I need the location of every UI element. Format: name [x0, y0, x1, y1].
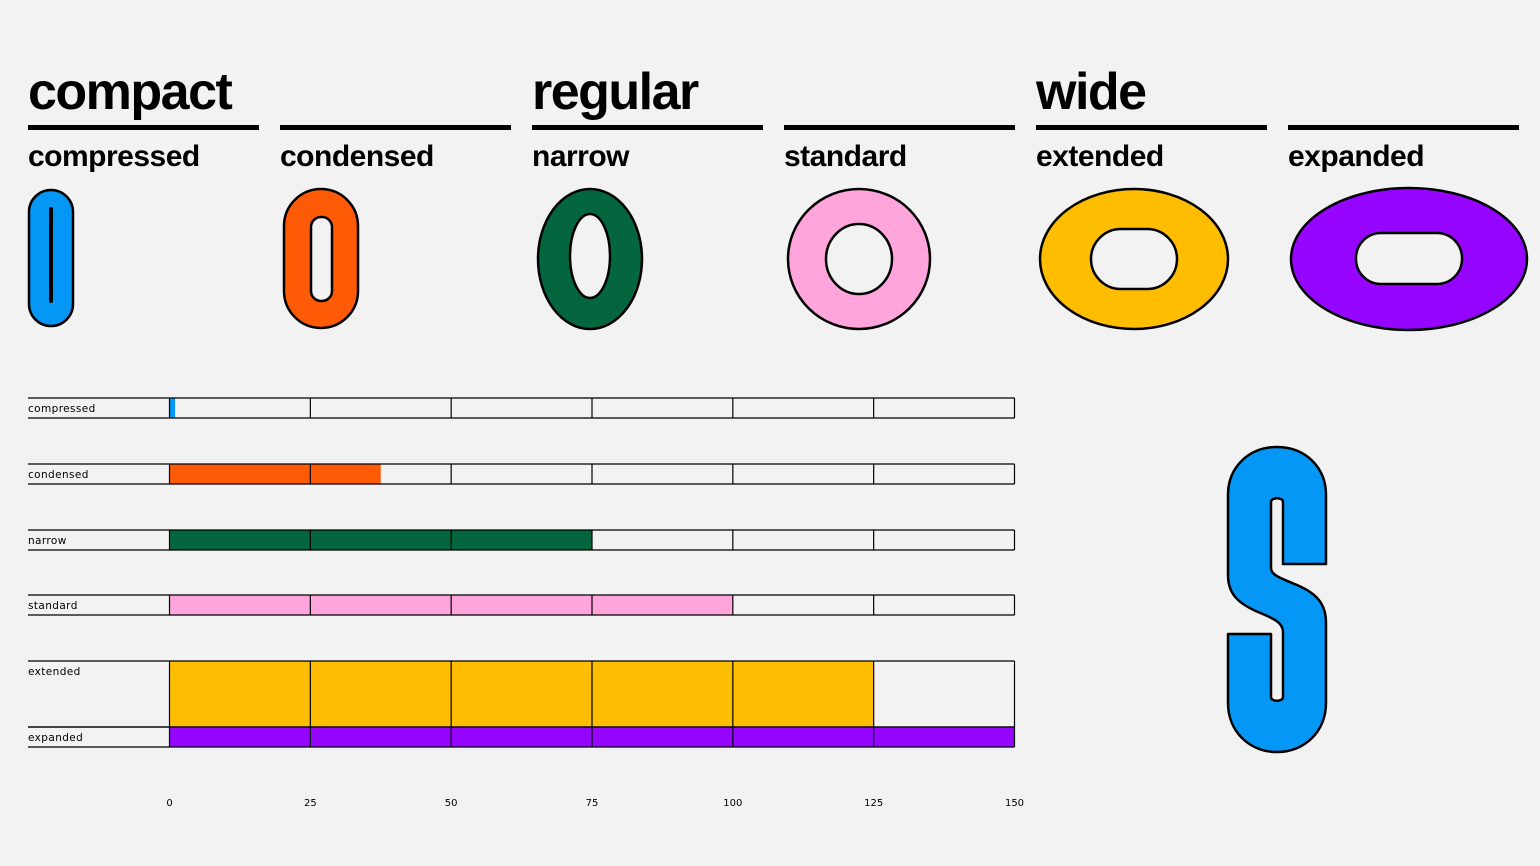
tick-label-0: 0 — [166, 798, 172, 809]
row-label-expanded: expanded — [28, 732, 83, 744]
row-label-compressed: compressed — [28, 403, 96, 415]
tick-label-150: 150 — [1005, 798, 1024, 809]
width-name-condensed: condensed — [280, 140, 434, 173]
o-glyph-compressed-icon — [27, 188, 75, 328]
bar-compressed — [169, 398, 176, 418]
group-title-wide: wide — [1036, 63, 1147, 121]
row-label-condensed: condensed — [28, 469, 89, 481]
width-name-extended: extended — [1036, 140, 1164, 173]
o-glyph-row — [27, 186, 1529, 332]
bar-extended — [169, 661, 874, 727]
row-label-narrow: narrow — [28, 535, 67, 547]
o-glyph-condensed-icon — [282, 187, 360, 330]
width-name-narrow: narrow — [532, 140, 630, 173]
row-label-standard: standard — [28, 600, 78, 612]
o-glyph-expanded-icon — [1289, 186, 1529, 332]
rule-narrow — [532, 125, 763, 130]
tick-label-50: 50 — [445, 798, 458, 809]
rule-standard — [784, 125, 1015, 130]
bar-narrow — [169, 530, 592, 550]
tick-label-125: 125 — [864, 798, 883, 809]
rule-compressed — [28, 125, 259, 130]
o-glyph-extended-icon — [1038, 187, 1230, 331]
o-glyph-standard-icon — [786, 187, 932, 331]
rule-expanded — [1288, 125, 1519, 130]
tick-label-100: 100 — [723, 798, 742, 809]
width-name-expanded: expanded — [1288, 140, 1425, 173]
row-label-extended: extended — [28, 666, 81, 678]
bar-condensed — [169, 464, 381, 484]
width-bar-chart: compressed condensed narrow standard extende… — [28, 397, 1024, 809]
width-name-compressed: compressed — [28, 140, 200, 173]
rule-condensed — [280, 125, 511, 130]
group-title-regular: regular — [532, 63, 699, 121]
width-name-standard: standard — [784, 140, 907, 173]
group-title-compact: compact — [28, 63, 233, 121]
o-glyph-narrow-icon — [536, 187, 644, 331]
rule-extended — [1036, 125, 1267, 130]
tick-label-75: 75 — [586, 798, 599, 809]
tick-label-25: 25 — [304, 798, 317, 809]
